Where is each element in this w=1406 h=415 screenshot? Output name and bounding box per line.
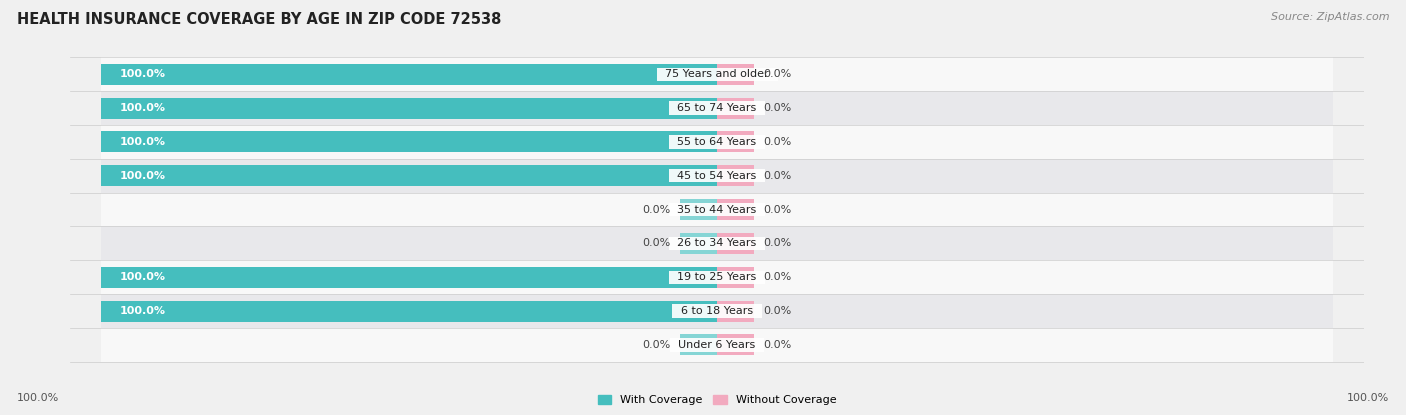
Bar [101, 267, 717, 288]
Text: 26 to 34 Years: 26 to 34 Years [671, 238, 763, 249]
Bar [717, 165, 754, 186]
Bar [101, 98, 717, 119]
Bar [101, 159, 1333, 193]
Bar [717, 334, 754, 355]
Text: 0.0%: 0.0% [763, 306, 792, 316]
Bar [101, 91, 1333, 125]
Text: HEALTH INSURANCE COVERAGE BY AGE IN ZIP CODE 72538: HEALTH INSURANCE COVERAGE BY AGE IN ZIP … [17, 12, 502, 27]
Bar [717, 98, 754, 119]
Text: 0.0%: 0.0% [643, 238, 671, 249]
Bar [717, 199, 754, 220]
Text: 19 to 25 Years: 19 to 25 Years [671, 272, 763, 282]
Text: 75 Years and older: 75 Years and older [658, 69, 776, 79]
Text: 100.0%: 100.0% [120, 306, 166, 316]
Text: 35 to 44 Years: 35 to 44 Years [671, 205, 763, 215]
Bar [101, 260, 1333, 294]
Text: 55 to 64 Years: 55 to 64 Years [671, 137, 763, 147]
Text: 45 to 54 Years: 45 to 54 Years [671, 171, 763, 181]
Bar [717, 132, 754, 152]
Text: 0.0%: 0.0% [643, 340, 671, 350]
Text: 65 to 74 Years: 65 to 74 Years [671, 103, 763, 113]
Bar [101, 125, 1333, 159]
Text: 100.0%: 100.0% [120, 103, 166, 113]
Bar [101, 300, 717, 322]
Bar [101, 294, 1333, 328]
Text: 100.0%: 100.0% [120, 69, 166, 79]
Legend: With Coverage, Without Coverage: With Coverage, Without Coverage [593, 390, 841, 410]
Text: 0.0%: 0.0% [763, 103, 792, 113]
Text: 0.0%: 0.0% [763, 272, 792, 282]
Text: 100.0%: 100.0% [1347, 393, 1389, 403]
Bar [101, 227, 1333, 260]
Bar [101, 132, 717, 152]
Bar [717, 64, 754, 85]
Text: 0.0%: 0.0% [763, 340, 792, 350]
Text: 0.0%: 0.0% [763, 238, 792, 249]
Bar [101, 165, 717, 186]
Bar [717, 267, 754, 288]
Bar [101, 328, 1333, 362]
Text: 6 to 18 Years: 6 to 18 Years [673, 306, 761, 316]
Text: 100.0%: 100.0% [120, 171, 166, 181]
Bar [101, 64, 717, 85]
Bar [717, 300, 754, 322]
Text: 0.0%: 0.0% [643, 205, 671, 215]
Text: 0.0%: 0.0% [763, 69, 792, 79]
Text: 100.0%: 100.0% [17, 393, 59, 403]
Bar [681, 199, 717, 220]
Bar [101, 193, 1333, 227]
Bar [101, 57, 1333, 91]
Text: 0.0%: 0.0% [763, 205, 792, 215]
Bar [681, 233, 717, 254]
Text: Source: ZipAtlas.com: Source: ZipAtlas.com [1271, 12, 1389, 22]
Text: Under 6 Years: Under 6 Years [672, 340, 762, 350]
Text: 0.0%: 0.0% [763, 137, 792, 147]
Bar [681, 334, 717, 355]
Bar [717, 233, 754, 254]
Text: 100.0%: 100.0% [120, 137, 166, 147]
Text: 100.0%: 100.0% [120, 272, 166, 282]
Text: 0.0%: 0.0% [763, 171, 792, 181]
